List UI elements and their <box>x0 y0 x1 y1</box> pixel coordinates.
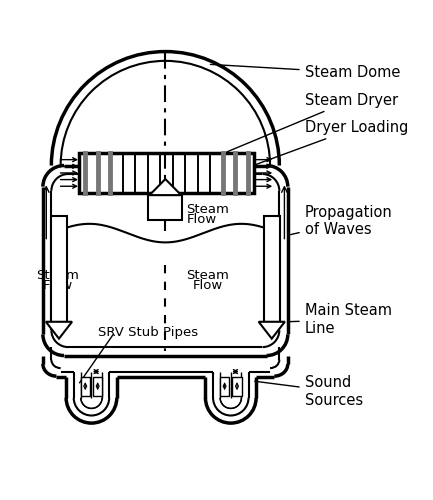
Text: Main Steam
Line: Main Steam Line <box>288 304 392 336</box>
Text: Flow: Flow <box>42 278 73 291</box>
Bar <box>233 376 242 396</box>
Text: Steam Dome: Steam Dome <box>210 64 400 80</box>
Text: Sound
Sources: Sound Sources <box>255 375 363 408</box>
Bar <box>264 216 280 322</box>
Text: Steam: Steam <box>36 269 79 282</box>
Text: SRV Stub Pipes: SRV Stub Pipes <box>98 326 198 339</box>
Bar <box>149 195 182 220</box>
Bar <box>81 376 90 396</box>
Text: Steam: Steam <box>187 204 229 216</box>
Text: Flow: Flow <box>192 278 223 291</box>
Bar <box>51 216 67 322</box>
Bar <box>220 376 229 396</box>
Bar <box>79 153 254 193</box>
Text: Propagation
of Waves: Propagation of Waves <box>291 205 392 238</box>
Text: Dryer Loading: Dryer Loading <box>242 120 408 170</box>
Polygon shape <box>46 322 72 338</box>
Text: Steam Dryer: Steam Dryer <box>227 92 398 152</box>
Text: Steam: Steam <box>186 269 229 282</box>
Polygon shape <box>149 179 181 195</box>
Bar <box>93 376 102 396</box>
Polygon shape <box>259 322 285 338</box>
Text: Flow: Flow <box>187 213 216 226</box>
